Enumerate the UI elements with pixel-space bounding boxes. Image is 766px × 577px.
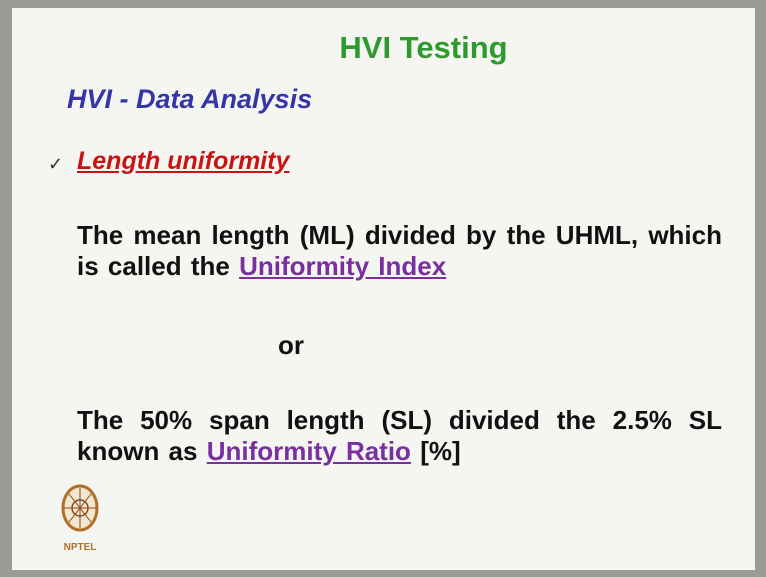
slide: HVI Testing HVI - Data Analysis ✓ Length… xyxy=(12,8,755,570)
term-link: Uniformity Index xyxy=(239,251,447,281)
separator: or xyxy=(278,330,304,360)
paragraph: The 50% span length (SL) divided the 2.5… xyxy=(77,405,722,467)
checkmark: ✓ xyxy=(48,154,64,174)
paragraph-text: The 50% span length (SL) divided the 2.5… xyxy=(77,405,722,466)
slide-subtitle: HVI - Data Analysis xyxy=(67,84,313,114)
logo-spokes xyxy=(64,488,96,528)
logo: NPTEL xyxy=(61,484,99,553)
slide-title: HVI Testing xyxy=(339,30,508,65)
term-link: Uniformity Ratio xyxy=(206,436,411,466)
paragraph-text: The mean length (ML) divided by the UHML… xyxy=(77,220,722,281)
paragraph: The mean length (ML) divided by the UHML… xyxy=(77,220,722,282)
paragraph-suffix: [%] xyxy=(420,436,461,466)
logo-label: NPTEL xyxy=(64,542,97,553)
bullet-heading: Length uniformity xyxy=(77,147,290,175)
